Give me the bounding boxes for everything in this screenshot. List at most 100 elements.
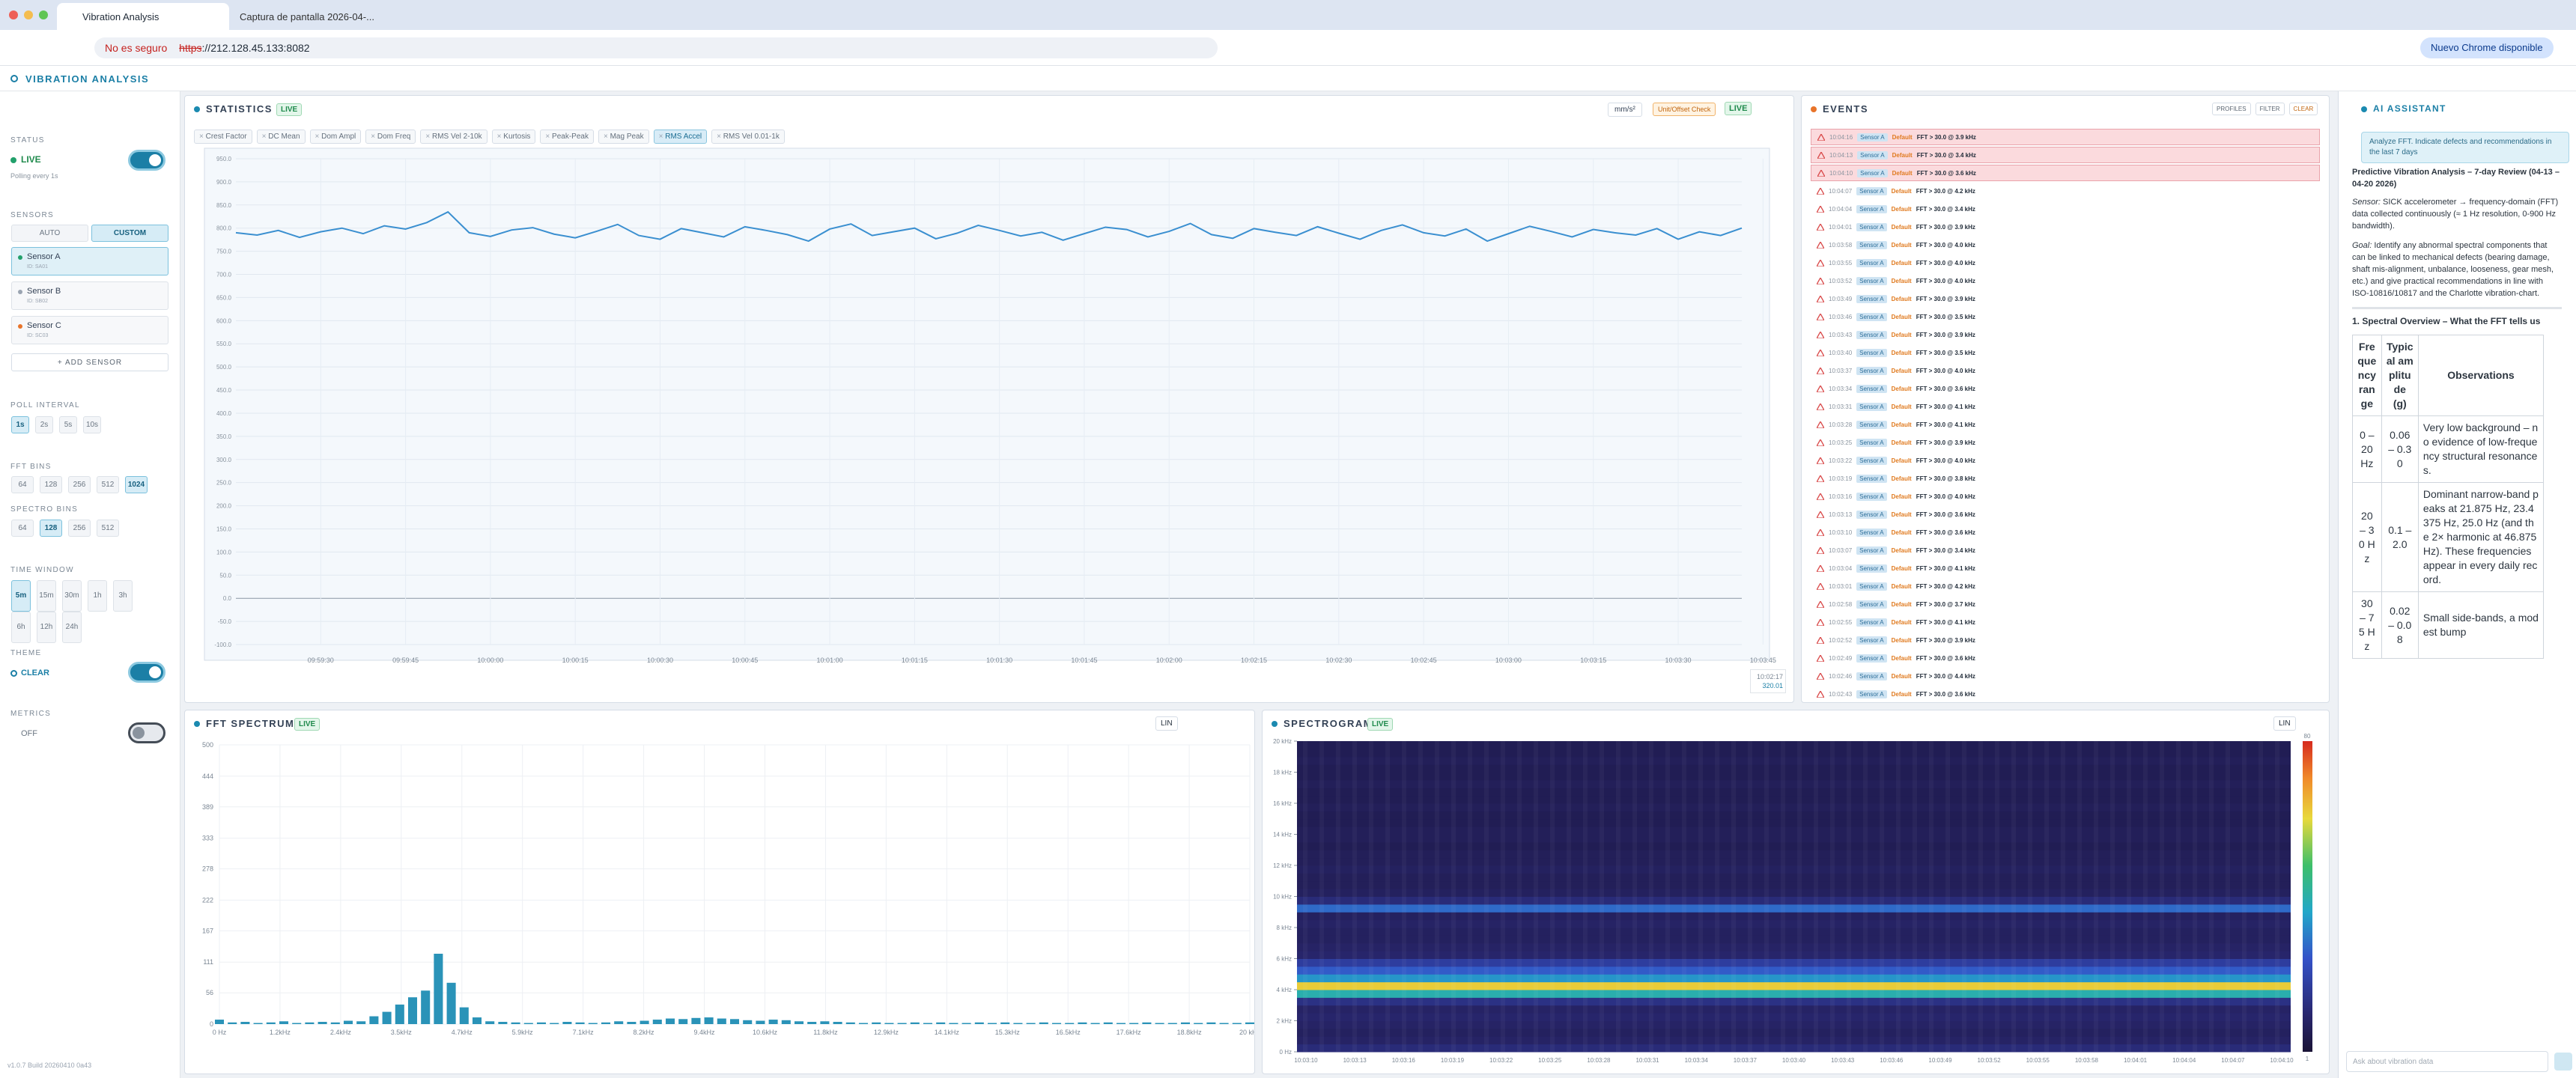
event-row[interactable]: 10:03:43 Sensor A Default FFT > 30.0 @ 3.9 … — [1811, 326, 2320, 343]
metric-chip[interactable]: Dom Ampl — [309, 130, 362, 144]
option-button[interactable]: 5s — [59, 416, 77, 433]
event-button[interactable]: FILTER — [2255, 103, 2285, 115]
option-button[interactable]: 64 — [11, 476, 34, 493]
event-row[interactable]: 10:02:55 Sensor A Default FFT > 30.0 @ 4.1 … — [1811, 614, 2320, 630]
option-button[interactable]: 512 — [97, 520, 119, 537]
event-row[interactable]: 10:04:04 Sensor A Default FFT > 30.0 @ 3.4 … — [1811, 201, 2320, 217]
mode-button[interactable]: CUSTOM — [91, 225, 168, 242]
option-button[interactable]: 256 — [68, 520, 91, 537]
sensor-card[interactable]: Sensor A ID: SA01 — [11, 247, 168, 275]
option-button[interactable]: 128 — [40, 476, 62, 493]
option-button[interactable]: 256 — [68, 476, 91, 493]
y-tick-label: 150.0 — [216, 526, 232, 532]
option-button[interactable]: 12h — [37, 612, 56, 643]
omnibox[interactable]: No es seguro https://212.128.45.133:8082 — [94, 37, 1218, 58]
metric-chip[interactable]: DC Mean — [256, 130, 306, 144]
option-button[interactable]: 1s — [11, 416, 29, 433]
event-row[interactable]: 10:03:01 Sensor A Default FFT > 30.0 @ 4.2 … — [1811, 578, 2320, 594]
event-row[interactable]: 10:03:19 Sensor A Default FFT > 30.0 @ 3.8 … — [1811, 470, 2320, 487]
live-toggle[interactable] — [128, 150, 165, 171]
option-button[interactable]: 2s — [35, 416, 53, 433]
metric-chip[interactable]: Peak-Peak — [540, 130, 594, 144]
event-button[interactable]: CLEAR — [2288, 103, 2318, 115]
event-row[interactable]: 10:04:16 Sensor A Default FFT > 30.0 @ 3.9 … — [1811, 129, 2320, 145]
chat-input[interactable]: Ask about vibration data — [2346, 1051, 2548, 1072]
option-button[interactable]: 30m — [62, 580, 82, 612]
event-row[interactable]: 10:03:34 Sensor A Default FFT > 30.0 @ 3.6 … — [1811, 380, 2320, 397]
colorbar-label: 1 — [2306, 1056, 2309, 1062]
metrics-toggle[interactable] — [128, 722, 165, 743]
event-row[interactable]: 10:02:43 Sensor A Default FFT > 30.0 @ 3.6 … — [1811, 686, 2320, 702]
event-row[interactable]: 10:03:40 Sensor A Default FFT > 30.0 @ 3.5 … — [1811, 344, 2320, 361]
y-tick-label: 14 kHz — [1273, 832, 1292, 838]
mode-button[interactable]: AUTO — [11, 225, 88, 242]
option-button[interactable]: 1024 — [125, 476, 148, 493]
option-button[interactable]: 512 — [97, 476, 119, 493]
option-button[interactable]: 3h — [113, 580, 133, 612]
event-row[interactable]: 10:03:58 Sensor A Default FFT > 30.0 @ 4.0 … — [1811, 237, 2320, 253]
scale-button[interactable]: LIN — [2273, 716, 2296, 731]
option-button[interactable]: 15m — [37, 580, 56, 612]
live-badge: LIVE — [276, 103, 303, 116]
option-button[interactable]: 5m — [11, 580, 31, 612]
event-row[interactable]: 10:04:13 Sensor A Default FFT > 30.0 @ 3.4 … — [1811, 147, 2320, 163]
option-button[interactable]: 24h — [62, 612, 82, 643]
heat-cell — [1297, 919, 2291, 928]
event-row[interactable]: 10:03:31 Sensor A Default FFT > 30.0 @ 4.1 … — [1811, 398, 2320, 415]
metric-chip[interactable]: RMS Vel 2-10k — [420, 130, 487, 144]
metric-chip[interactable]: Mag Peak — [598, 130, 649, 144]
add-sensor[interactable]: + ADD SENSOR — [11, 353, 168, 371]
theme-toggle[interactable] — [128, 662, 165, 683]
option-button[interactable]: 10s — [83, 416, 101, 433]
event-row[interactable]: 10:04:07 Sensor A Default FFT > 30.0 @ 4.2 … — [1811, 183, 2320, 199]
answer-table: Frequency range Typical amplitude (g) Obse… — [2352, 335, 2545, 659]
bar — [575, 1022, 585, 1024]
event-row[interactable]: 10:03:55 Sensor A Default FFT > 30.0 @ 4.0 … — [1811, 255, 2320, 271]
unit-select[interactable]: mm/s² — [1608, 103, 1642, 117]
send-button[interactable] — [2554, 1053, 2572, 1071]
metric-chip[interactable]: Crest Factor — [194, 130, 252, 144]
tab[interactable]: Captura de pantalla 2026-04-... — [240, 11, 374, 22]
spectrogram-chart: 0 Hz 2 kHz 4 kHz 6 kHz 8 kHz 10 kHz 12 kHz 14 k… — [1273, 733, 2312, 1064]
warning-icon — [1817, 295, 1824, 302]
event-row[interactable]: 10:03:52 Sensor A Default FFT > 30.0 @ 4.0 … — [1811, 272, 2320, 289]
min-dot[interactable] — [24, 10, 33, 19]
event-row[interactable]: 10:02:49 Sensor A Default FFT > 30.0 @ 3.6 … — [1811, 650, 2320, 666]
option-button[interactable]: 1h — [88, 580, 107, 612]
mode-group: AUTO CUSTOM — [11, 225, 168, 242]
event-row[interactable]: 10:03:25 Sensor A Default FFT > 30.0 @ 3.9 … — [1811, 434, 2320, 451]
event-row[interactable]: 10:03:46 Sensor A Default FFT > 30.0 @ 3.5 … — [1811, 308, 2320, 325]
metric-chip[interactable]: Kurtosis — [491, 130, 536, 144]
option-button[interactable]: 64 — [11, 520, 34, 537]
close-dot[interactable] — [9, 10, 18, 19]
event-row[interactable]: 10:03:13 Sensor A Default FFT > 30.0 @ 3.6 … — [1811, 506, 2320, 523]
scale-button[interactable]: LIN — [1155, 716, 1178, 731]
live-badge[interactable]: LIVE — [1725, 102, 1752, 115]
sensor-card[interactable]: Sensor C ID: SC03 — [11, 316, 168, 344]
event-row[interactable]: 10:03:07 Sensor A Default FFT > 30.0 @ 3.4 … — [1811, 542, 2320, 558]
max-dot[interactable] — [39, 10, 48, 19]
warning-icon — [1817, 205, 1824, 213]
option-button[interactable]: 128 — [40, 520, 62, 537]
metric-chip[interactable]: RMS Accel — [653, 130, 708, 144]
sensor-card[interactable]: Sensor B ID: SB02 — [11, 281, 168, 310]
event-row[interactable]: 10:02:46 Sensor A Default FFT > 30.0 @ 4.4 … — [1811, 668, 2320, 684]
event-row[interactable]: 10:03:28 Sensor A Default FFT > 30.0 @ 4.1 … — [1811, 416, 2320, 433]
event-row[interactable]: 10:03:16 Sensor A Default FFT > 30.0 @ 4.0 … — [1811, 488, 2320, 505]
update-button[interactable]: Nuevo Chrome disponible — [2420, 37, 2554, 58]
event-row[interactable]: 10:02:52 Sensor A Default FFT > 30.0 @ 3.9 … — [1811, 632, 2320, 648]
tab[interactable]: Vibration Analysis — [57, 3, 229, 30]
event-button[interactable]: PROFILES — [2212, 103, 2251, 115]
event-row[interactable]: 10:02:58 Sensor A Default FFT > 30.0 @ 3.7 … — [1811, 596, 2320, 612]
metric-chip[interactable]: RMS Vel 0.01-1k — [711, 130, 785, 144]
event-row[interactable]: 10:03:22 Sensor A Default FFT > 30.0 @ 4.0 … — [1811, 452, 2320, 469]
event-row[interactable]: 10:03:49 Sensor A Default FFT > 30.0 @ 3.9 … — [1811, 290, 2320, 307]
option-button[interactable]: 6h — [11, 612, 31, 643]
event-row[interactable]: 10:03:04 Sensor A Default FFT > 30.0 @ 4.1 … — [1811, 560, 2320, 576]
metric-chip[interactable]: Dom Freq — [365, 130, 416, 144]
event-row[interactable]: 10:04:10 Sensor A Default FFT > 30.0 @ 3.6 … — [1811, 165, 2320, 181]
event-row[interactable]: 10:03:37 Sensor A Default FFT > 30.0 @ 4.0 … — [1811, 362, 2320, 379]
event-row[interactable]: 10:04:01 Sensor A Default FFT > 30.0 @ 3.9 … — [1811, 219, 2320, 235]
event-row[interactable]: 10:03:10 Sensor A Default FFT > 30.0 @ 3.6 … — [1811, 524, 2320, 540]
bar — [485, 1021, 495, 1024]
